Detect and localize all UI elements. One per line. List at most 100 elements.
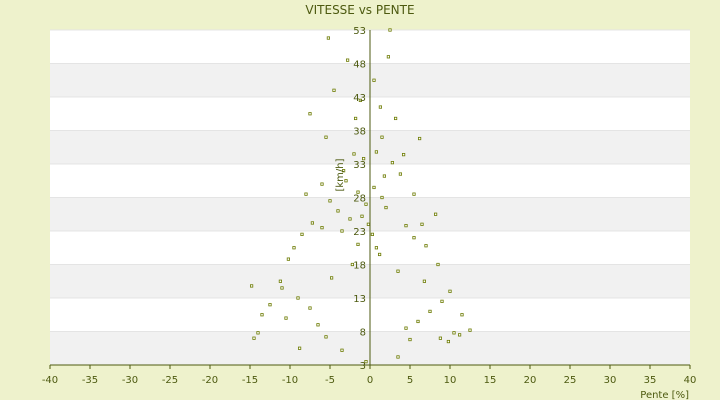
data-point [332,88,336,92]
data-point [416,319,420,324]
data-point [345,58,350,62]
data-point [374,150,379,154]
data-point [420,222,424,226]
data-point [324,335,328,339]
y-tick-label: 13 [353,294,366,305]
data-point [382,174,387,178]
data-point [310,221,315,225]
y-tick-label: 38 [353,127,366,138]
data-point [380,195,384,200]
data-point [436,262,440,267]
data-point [324,135,328,139]
data-point [372,78,376,82]
data-point [260,313,264,317]
y-tick-label: 28 [353,194,366,205]
data-point [422,279,427,283]
data-point [340,229,344,233]
y-tick-label: 23 [353,227,366,238]
x-tick-label: -30 [122,375,138,386]
data-point [284,316,288,320]
data-point [320,182,324,186]
data-point [446,339,451,344]
data-point [380,135,384,139]
data-point [417,136,422,141]
data-point [372,185,376,190]
data-point [452,331,456,335]
x-tick-label: 20 [524,375,537,386]
data-point [360,214,364,218]
data-point [366,222,371,226]
x-tick-label: -15 [242,375,258,386]
data-point [326,36,331,40]
data-point [316,323,320,327]
data-point [408,337,412,342]
data-point [396,269,400,273]
data-point [404,326,408,330]
data-point [329,276,334,280]
data-point [374,246,379,250]
y-tick-label: 43 [353,93,366,104]
data-point [433,212,438,216]
x-tick-label: 0 [367,375,373,386]
x-tick-label: -35 [82,375,98,386]
data-point [296,296,300,300]
data-point [401,153,406,157]
x-axis-label: Pente [%] [640,390,689,400]
chart-title: VITESSE vs PENTE [305,3,414,17]
data-point [384,205,388,210]
data-point [278,279,283,283]
data-point [280,286,284,290]
data-point [256,331,260,335]
data-point [353,116,358,121]
data-point [252,336,256,340]
data-point [348,217,352,221]
data-point [370,232,375,236]
data-point [378,105,383,109]
data-point [428,309,432,314]
y-tick-label: 33 [353,160,366,171]
data-point [457,333,462,337]
data-point [292,246,296,250]
data-point [412,236,416,240]
data-point [352,152,356,156]
data-point [358,98,363,102]
x-tick-label: 15 [484,375,497,386]
data-point [398,172,403,176]
x-tick-label: -40 [42,375,58,386]
data-point [308,306,312,310]
x-tick-label: -5 [325,375,335,386]
x-tick-label: 35 [644,375,657,386]
data-point [268,303,272,307]
data-point [249,284,254,288]
y-tick-label: 48 [353,60,366,71]
y-tick-label: 8 [360,328,366,339]
data-point [412,192,416,196]
data-point [388,28,392,32]
data-point [438,336,443,340]
x-tick-label: 40 [684,375,697,386]
x-tick-label: -25 [162,375,178,386]
data-point [356,242,360,246]
data-point [344,179,348,183]
y-tick-label: 53 [353,26,366,37]
x-tick-label: -20 [202,375,218,386]
x-tick-label: 30 [604,375,617,386]
data-point [440,299,444,303]
data-point [286,257,291,261]
data-point [460,313,464,317]
x-tick-label: 10 [444,375,457,386]
data-point [297,346,302,350]
data-point [364,202,368,206]
y-axis-label: [km/h] [335,158,346,191]
data-point [356,190,360,194]
x-tick-label: -10 [282,375,298,386]
data-point [377,252,382,257]
data-point [364,360,368,364]
data-point [386,55,391,59]
data-point [468,328,472,332]
data-point [396,355,400,359]
data-point [328,199,332,203]
data-point [300,232,304,236]
